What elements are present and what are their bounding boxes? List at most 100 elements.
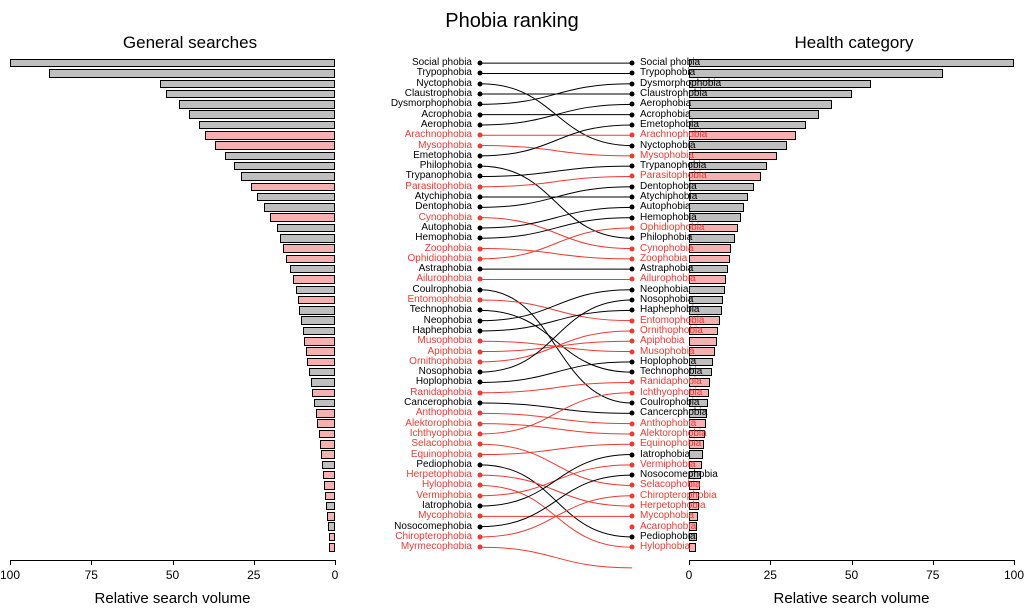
left-dot [478,215,483,220]
left-dot [478,339,483,344]
slope-line [480,413,632,423]
left-dot [478,370,483,375]
right-axis-tick-label: 100 [1004,568,1024,582]
left-dot [478,411,483,416]
right-dot [630,380,635,385]
right-dot [630,205,635,210]
left-axis-tick-label: 0 [332,568,339,582]
left-dot [478,308,483,313]
right-dot [630,493,635,498]
right-axis-tick [852,560,853,565]
chart-stage: { "layout": { "width": 1024, "height": 6… [0,0,1024,615]
slope-line [480,300,632,321]
slope-line [480,444,632,485]
right-dot [630,483,635,488]
right-dot [630,102,635,107]
right-dot [630,246,635,251]
right-dot [630,452,635,457]
left-axis-tick [335,560,336,565]
right-dot [630,174,635,179]
slope-connections [0,0,1024,615]
left-dot [478,153,483,158]
right-rank-label: Arachnophobia [640,130,707,140]
right-dot [630,431,635,436]
left-rank-label: Trypophobia [417,68,472,78]
right-dot [630,92,635,97]
right-dot [630,545,635,550]
left-rank-label: Trypanophobia [406,171,472,181]
right-dot [630,236,635,241]
right-dot [630,339,635,344]
right-dot [630,215,635,220]
left-dot [478,421,483,426]
right-dot [630,184,635,189]
right-dot [630,112,635,117]
right-axis-tick [933,560,934,565]
right-rank-label: Haphephobia [640,305,700,315]
right-dot [630,195,635,200]
right-dot [630,256,635,261]
right-dot [630,308,635,313]
left-dot [478,462,483,467]
left-dot [478,143,483,148]
slope-line [480,475,632,527]
right-dot [630,277,635,282]
right-dot [630,370,635,375]
slope-line [480,207,632,228]
left-dot [478,71,483,76]
right-rank-label: Philophobia [640,233,692,243]
left-dot [478,390,483,395]
left-dot [478,318,483,323]
right-dot [630,81,635,86]
right-rank-label: Mycophobia [640,511,694,521]
left-dot [478,92,483,97]
right-axis-tick [1014,560,1015,565]
right-dot [630,359,635,364]
right-dot [630,318,635,323]
slope-line [480,362,632,383]
left-dot [478,133,483,138]
slope-line [480,166,632,176]
left-rank-label: Hemophobia [415,233,472,243]
left-rank-label: Anthophobia [416,408,472,418]
left-dot [478,277,483,282]
left-dot [478,401,483,406]
right-dot [630,504,635,509]
left-dot [478,328,483,333]
right-dot [630,164,635,169]
left-dot [478,287,483,292]
left-dot [478,256,483,261]
left-dot [478,236,483,241]
left-dot [478,483,483,488]
right-dot [630,133,635,138]
left-rank-label: Hoplophobia [416,377,472,387]
right-rank-label: Trypophobia [640,68,695,78]
right-dot [630,524,635,529]
right-dot [630,61,635,66]
left-rank-label: Dysmorphophobia [391,99,472,109]
left-rank-label: Selacophobia [411,439,472,449]
left-rank-label: Musophobia [418,336,472,346]
slope-line [480,310,632,331]
right-dot [630,122,635,127]
right-rank-label: Parasitophobia [640,171,707,181]
left-dot [478,524,483,529]
left-dot [478,545,483,550]
left-axis-tick [91,560,92,565]
right-dot [630,442,635,447]
left-dot [478,473,483,478]
left-rank-label: Arachnophobia [405,130,472,140]
left-rank-label: Ailurophobia [416,274,472,284]
left-dot [478,81,483,86]
right-dot [630,411,635,416]
left-axis-tick [173,560,174,565]
left-dot [478,164,483,169]
right-dot [630,473,635,478]
slope-line [480,290,632,321]
slope-line [480,218,632,239]
right-dot [630,390,635,395]
left-dot [478,112,483,117]
left-dot [478,359,483,364]
left-axis-tick [254,560,255,565]
left-dot [478,184,483,189]
